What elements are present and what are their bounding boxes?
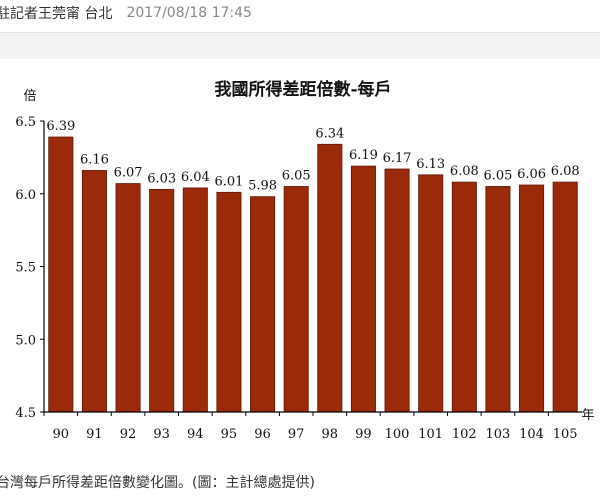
value-label-105: 6.08 <box>551 164 580 179</box>
bar-97 <box>283 186 309 413</box>
y-tick-label-5.0: 5.0 <box>15 333 36 348</box>
x-tick-label-104: 104 <box>519 427 544 442</box>
y-tick-labels: 4.5 5.0 5.5 6.0 6.5 <box>15 115 36 421</box>
value-label-94: 6.04 <box>181 170 210 185</box>
chart-figure: 我國所得差距倍數-每戶 倍 年 4.5 5.0 5.5 6.0 6.5 90 91 92 93… <box>0 59 600 460</box>
bar-102 <box>451 181 477 413</box>
y-tick-label-5.5: 5.5 <box>15 261 36 276</box>
value-label-99: 6.19 <box>349 148 378 163</box>
bar-94 <box>182 187 208 413</box>
article-byline: 駐記者王莞甯 台北 2017/08/18 17:45 <box>0 0 600 26</box>
value-label-91: 6.16 <box>80 152 109 167</box>
bar-104 <box>519 184 545 413</box>
bar-98 <box>317 143 343 413</box>
bar-92 <box>115 183 141 413</box>
bar-105 <box>552 181 578 413</box>
bar-91 <box>81 170 107 413</box>
bar-100 <box>384 168 410 413</box>
bars-layer <box>48 136 578 413</box>
y-tick-label-6.5: 6.5 <box>15 115 36 130</box>
figure-caption: 台灣每戶所得差距倍數變化圖。(圖：主計總處提供) <box>0 475 315 491</box>
byline-author: 駐記者王莞甯 台北 <box>0 6 113 22</box>
x-tick-label-99: 99 <box>355 427 372 442</box>
x-axis-label: 年 <box>581 408 594 423</box>
x-tick-label-102: 102 <box>452 427 477 442</box>
x-tick-label-105: 105 <box>553 427 578 442</box>
income-gap-chart: 我國所得差距倍數-每戶 倍 年 4.5 5.0 5.5 6.0 6.5 90 91 92 93… <box>15 79 594 442</box>
bar-95 <box>216 191 242 413</box>
byline-timestamp: 2017/08/18 17:45 <box>126 5 252 21</box>
y-axis-label: 倍 <box>23 89 36 104</box>
bar-93 <box>149 188 175 413</box>
value-label-100: 6.17 <box>383 151 412 166</box>
value-label-93: 6.03 <box>147 171 176 186</box>
bar-99 <box>350 165 376 413</box>
x-tick-label-91: 91 <box>86 427 103 442</box>
figure-top-bar <box>0 32 600 60</box>
x-tick-label-92: 92 <box>120 427 137 442</box>
value-label-103: 6.05 <box>483 168 512 183</box>
axis-layer <box>40 120 582 416</box>
x-tick-labels: 90 91 92 93 94 95 96 97 98 99 100 101 102 103 104 105 <box>53 427 578 442</box>
bar-96 <box>250 196 276 413</box>
x-tick-label-101: 101 <box>418 427 443 442</box>
x-tick-label-100: 100 <box>385 427 410 442</box>
bar-90 <box>48 136 74 413</box>
x-tick-label-94: 94 <box>187 427 204 442</box>
chart-title: 我國所得差距倍數-每戶 <box>214 79 391 100</box>
y-tick-label-6.0: 6.0 <box>15 188 36 203</box>
value-label-102: 6.08 <box>450 164 479 179</box>
value-label-104: 6.06 <box>517 167 546 182</box>
value-label-92: 6.07 <box>114 166 143 181</box>
x-tick-label-103: 103 <box>486 427 511 442</box>
value-label-98: 6.34 <box>315 126 344 141</box>
x-tick-label-96: 96 <box>254 427 271 442</box>
bar-103 <box>485 186 511 413</box>
value-labels: 6.39 6.16 6.07 6.03 6.04 6.01 5.98 6.05 6.34 6.19… <box>46 119 579 194</box>
y-tick-label-4.5: 4.5 <box>15 406 36 421</box>
value-label-101: 6.13 <box>416 157 445 172</box>
x-tick-label-93: 93 <box>153 427 170 442</box>
bar-101 <box>418 174 444 413</box>
value-label-95: 6.01 <box>214 174 243 189</box>
value-label-97: 6.05 <box>282 168 311 183</box>
value-label-90: 6.39 <box>46 119 75 134</box>
x-tick-label-95: 95 <box>221 427 238 442</box>
x-tick-label-90: 90 <box>53 427 70 442</box>
x-tick-label-97: 97 <box>288 427 305 442</box>
x-tick-label-98: 98 <box>322 427 339 442</box>
value-label-96: 5.98 <box>248 179 277 194</box>
